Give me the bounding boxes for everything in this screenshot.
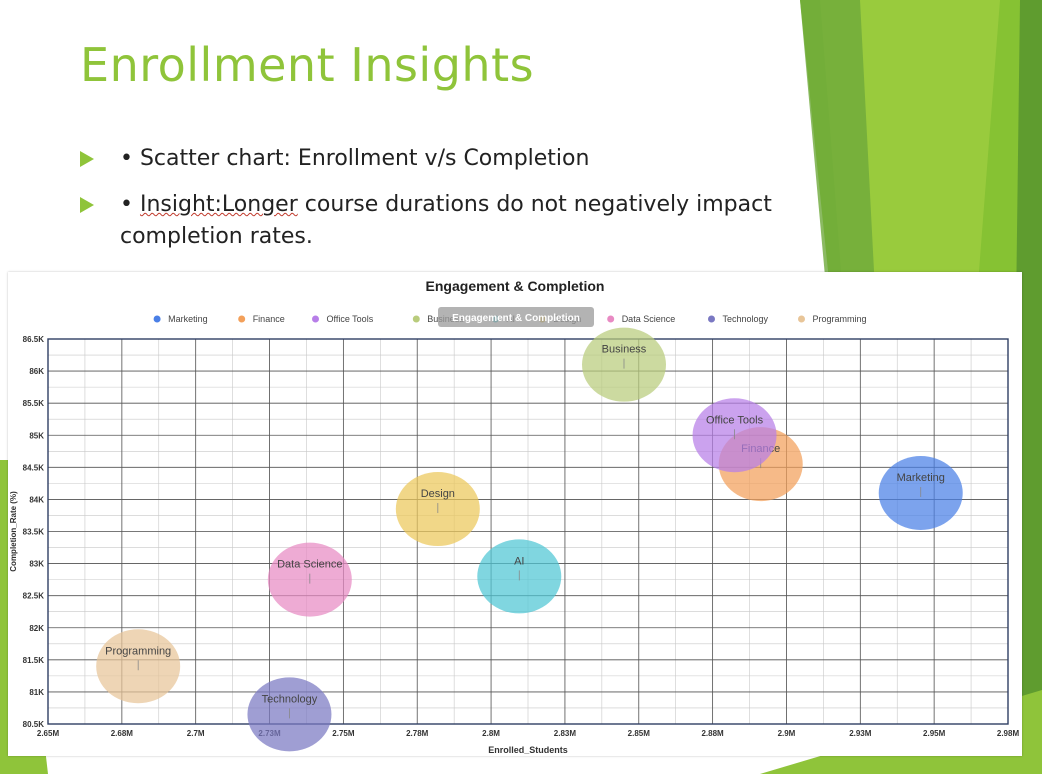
data-label: Data Science bbox=[277, 559, 342, 571]
legend-label: Marketing bbox=[168, 314, 208, 324]
x-tick-label: 2.98M bbox=[997, 729, 1020, 738]
legend-label: Data Science bbox=[622, 314, 676, 324]
legend-marker bbox=[412, 315, 420, 323]
legend-marker bbox=[153, 315, 161, 323]
bullet-text: • Insight:Longer course durations do not… bbox=[120, 189, 780, 253]
chart-card[interactable]: Engagement & Completion Marketing Finance O… bbox=[8, 272, 1022, 756]
x-tick-label: 2.85M bbox=[628, 729, 651, 738]
data-label: Office Tools bbox=[706, 414, 764, 426]
legend-marker bbox=[607, 315, 615, 323]
data-label: Design bbox=[421, 488, 455, 500]
bullet-text: • Scatter chart: Enrollment v/s Completi… bbox=[120, 146, 590, 171]
y-tick-label: 85.5K bbox=[23, 399, 45, 408]
chart-title: Engagement & Completion bbox=[426, 278, 605, 294]
y-tick-label: 84.5K bbox=[23, 463, 45, 472]
x-tick-label: 2.9M bbox=[778, 729, 796, 738]
bullet-prefix: • bbox=[120, 192, 140, 217]
data-label: Business bbox=[602, 344, 647, 356]
y-tick-label: 82.5K bbox=[23, 592, 45, 601]
legend-label: Programming bbox=[813, 314, 867, 324]
bullet-list: • Scatter chart: Enrollment v/s Completi… bbox=[80, 143, 780, 267]
data-label: AI bbox=[514, 555, 524, 567]
y-tick-label: 81.5K bbox=[23, 656, 45, 665]
bullet-item: • Insight:Longer course durations do not… bbox=[80, 189, 780, 253]
legend-label: Office Tools bbox=[327, 314, 374, 324]
legend-label: Technology bbox=[723, 314, 769, 324]
y-tick-label: 86.5K bbox=[23, 335, 45, 344]
data-label: Programming bbox=[105, 645, 171, 657]
x-tick-label: 2.88M bbox=[701, 729, 724, 738]
x-axis-label: Enrolled_Students bbox=[488, 745, 568, 755]
x-tick-label: 2.83M bbox=[554, 729, 577, 738]
x-tick-label: 2.78M bbox=[406, 729, 429, 738]
y-tick-label: 82K bbox=[29, 624, 44, 633]
legend-label: Finance bbox=[253, 314, 285, 324]
legend-marker bbox=[708, 315, 715, 323]
chart-overlay-tag bbox=[438, 307, 594, 327]
x-tick-label: 2.95M bbox=[923, 729, 946, 738]
slide-title: Enrollment Insights bbox=[80, 38, 535, 92]
bullet-rest: course durations do not negatively impac… bbox=[120, 192, 772, 249]
scatter-chart: Engagement & Completion Marketing Finance O… bbox=[9, 278, 1020, 755]
y-axis-label: Completion_Rate (%) bbox=[9, 491, 18, 572]
legend-marker bbox=[312, 315, 319, 323]
y-tick-label: 80.5K bbox=[23, 720, 45, 729]
x-tick-label: 2.65M bbox=[37, 729, 60, 738]
x-tick-label: 2.7M bbox=[187, 729, 205, 738]
legend-marker bbox=[238, 315, 246, 323]
bullet-item: • Scatter chart: Enrollment v/s Completi… bbox=[80, 143, 780, 175]
bullet-arrow-icon bbox=[80, 197, 94, 213]
y-tick-label: 85K bbox=[29, 431, 44, 440]
x-tick-label: 2.68M bbox=[111, 729, 134, 738]
plot-border bbox=[47, 338, 1009, 725]
spellcheck-word: Insight:Longer bbox=[139, 192, 298, 217]
data-label: Technology bbox=[262, 693, 318, 705]
y-tick-label: 83K bbox=[29, 560, 44, 569]
data-label: Marketing bbox=[897, 472, 945, 484]
y-tick-label: 86K bbox=[29, 367, 44, 376]
chart-overlay-label: Engagement & Completion bbox=[452, 313, 580, 324]
bullet-arrow-icon bbox=[80, 151, 94, 167]
x-tick-label: 2.8M bbox=[482, 729, 500, 738]
legend-marker bbox=[798, 315, 805, 323]
y-tick-label: 83.5K bbox=[23, 528, 45, 537]
x-tick-label: 2.75M bbox=[332, 729, 355, 738]
y-tick-label: 84K bbox=[29, 495, 44, 504]
y-tick-label: 81K bbox=[29, 688, 44, 697]
x-tick-label: 2.93M bbox=[849, 729, 872, 738]
